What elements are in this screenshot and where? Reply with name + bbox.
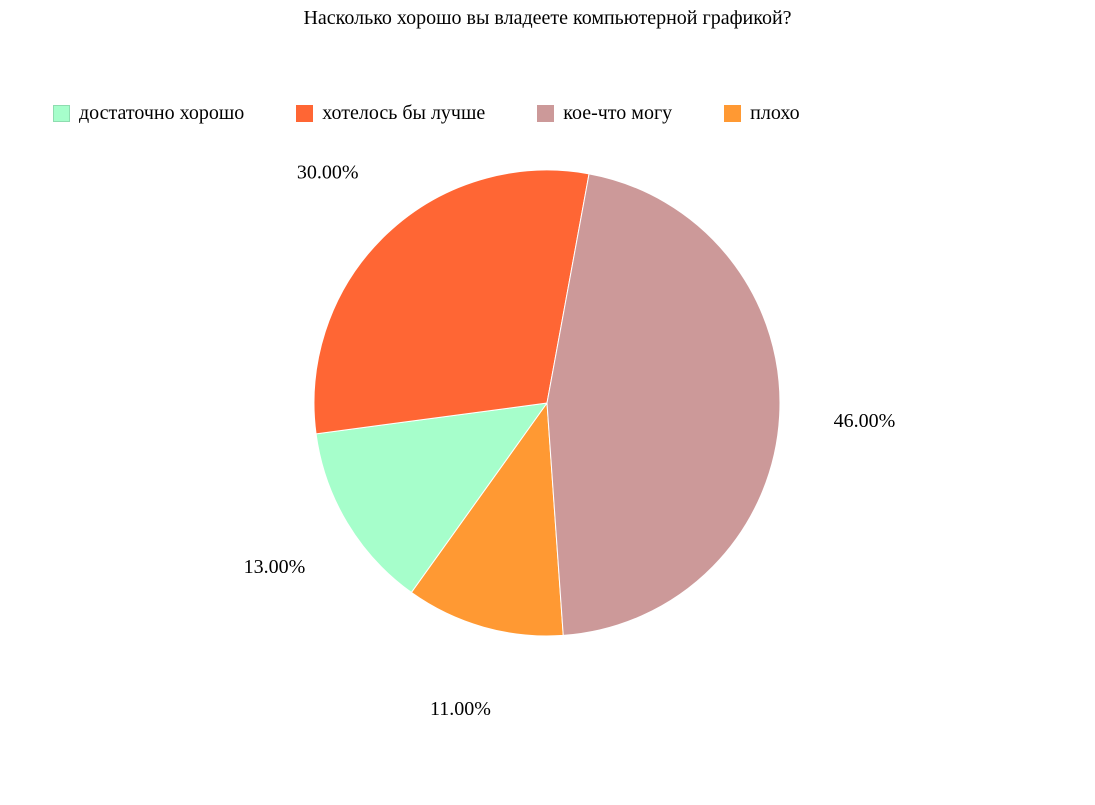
legend-swatch — [724, 104, 742, 122]
legend-label: плохо — [750, 101, 800, 124]
slice-percent-label: 13.00% — [244, 556, 306, 578]
pie-slice — [315, 402, 549, 594]
slice-percent-label: 11.00% — [430, 698, 491, 720]
legend-item: достаточно хорошо — [53, 102, 244, 125]
legend-item: кое-что могу — [537, 102, 672, 125]
pie-slice — [410, 401, 564, 637]
slice-percent-label: 46.00% — [834, 410, 896, 432]
pie-slice — [546, 173, 781, 636]
legend-label: достаточно хорошо — [79, 101, 245, 124]
legend: достаточно хорошо хотелось бы лучше кое-чт… — [53, 101, 852, 125]
slice-percent-label: 30.00% — [297, 162, 359, 184]
legend-swatch — [296, 104, 314, 122]
pie-slice — [313, 169, 590, 435]
legend-item: хотелось бы лучше — [296, 102, 485, 125]
legend-swatch — [53, 104, 70, 122]
legend-label: кое-что могу — [563, 101, 673, 124]
legend-label: хотелось бы лучше — [322, 101, 486, 124]
chart-title: Насколько хорошо вы владеете компьютерно… — [303, 7, 792, 29]
legend-swatch — [537, 104, 555, 122]
legend-item: плохо — [724, 101, 800, 125]
